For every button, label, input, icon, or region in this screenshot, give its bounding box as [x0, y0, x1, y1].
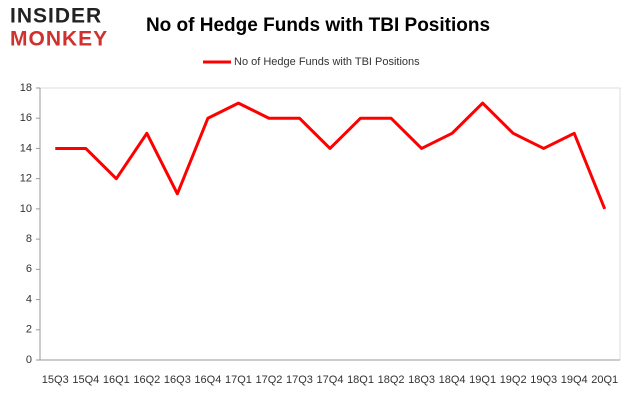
y-tick-label: 12 — [20, 173, 32, 185]
y-tick-label: 14 — [20, 142, 32, 154]
x-tick-label: 17Q1 — [225, 374, 252, 386]
x-tick-label: 16Q4 — [194, 374, 221, 386]
x-tick-label: 19Q3 — [530, 374, 557, 386]
x-tick-label: 17Q3 — [286, 374, 313, 386]
x-tick-label: 17Q4 — [317, 374, 344, 386]
x-tick-label: 15Q4 — [72, 374, 99, 386]
series-line — [55, 101, 607, 210]
y-tick-label: 8 — [26, 233, 32, 245]
x-tick-label: 20Q1 — [591, 374, 618, 386]
x-tick-label: 16Q1 — [103, 374, 130, 386]
x-tick-label: 18Q3 — [408, 374, 435, 386]
x-tick-label: 16Q2 — [133, 374, 160, 386]
y-tick-label: 4 — [26, 293, 32, 305]
plot-frame — [39, 87, 621, 361]
x-tick-label: 18Q4 — [439, 374, 466, 386]
y-tick-label: 6 — [26, 263, 32, 275]
x-tick-label: 18Q2 — [378, 374, 405, 386]
y-tick-label: 16 — [20, 112, 32, 124]
y-tick-label: 2 — [26, 324, 32, 336]
x-tick-label: 19Q4 — [561, 374, 588, 386]
chart-title: No of Hedge Funds with TBI Positions — [146, 15, 490, 36]
x-tick-label: 16Q3 — [164, 374, 191, 386]
x-tick-label: 18Q1 — [347, 374, 374, 386]
x-tick-label: 15Q3 — [42, 374, 69, 386]
y-tick-label: 10 — [20, 203, 32, 215]
x-tick-label: 19Q1 — [469, 374, 496, 386]
legend-label: No of Hedge Funds with TBI Positions — [234, 56, 420, 68]
x-tick-label: 19Q2 — [500, 374, 527, 386]
x-tick-label: 17Q2 — [255, 374, 282, 386]
logo-top: INSIDER — [10, 5, 102, 28]
logo-bottom: MONKEY — [10, 28, 108, 51]
y-tick-label: 0 — [26, 354, 32, 366]
y-tick-label: 18 — [20, 82, 32, 94]
